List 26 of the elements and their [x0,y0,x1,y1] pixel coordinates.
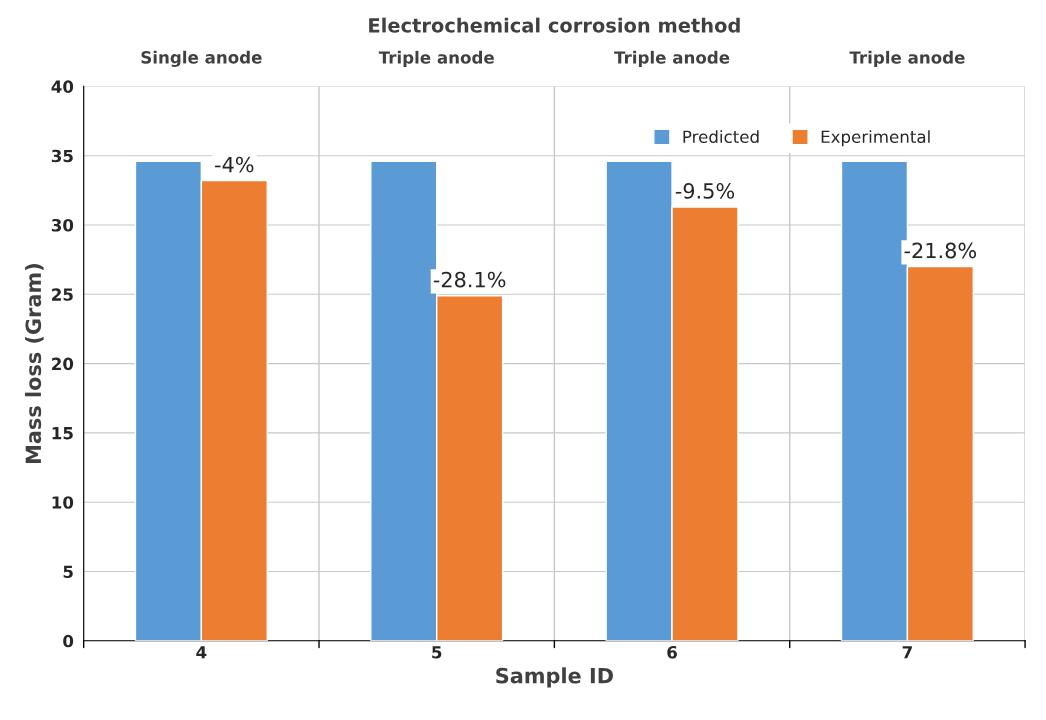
x-axis-title: Sample ID [496,667,613,688]
y-tick-label: 10 [52,496,74,509]
legend-label: Predicted [683,130,759,144]
annotation: -21.8% [904,242,977,259]
x-tick-label: 4 [196,646,207,659]
x-tick-label: 6 [667,645,677,659]
annotation: -9.5% [675,183,735,199]
x-tick-label: 5 [432,646,442,659]
chart-title: Electrochemical corrosion method [369,17,740,33]
y-axis-title: Mass loss (Gram) [25,264,44,463]
text: Single anode [141,50,262,67]
y-tick-label: 40 [51,80,74,93]
y-tick-label: 5 [63,565,73,579]
y-tick-label: 25 [52,288,73,301]
y-tick-label: 15 [52,427,73,440]
annotation: -28.1% [433,271,506,288]
text: Triple anode [614,50,730,67]
annotation: -4% [215,156,254,173]
y-tick-label: 20 [52,357,74,371]
x-tick-label: 7 [902,646,912,659]
legend-label: Experimental [821,130,930,147]
text: Triple anode [378,50,494,67]
y-tick-label: 35 [51,149,73,163]
text: Triple anode [849,50,965,67]
y-tick-label: 30 [51,218,74,232]
y-tick-label: 0 [63,634,74,648]
